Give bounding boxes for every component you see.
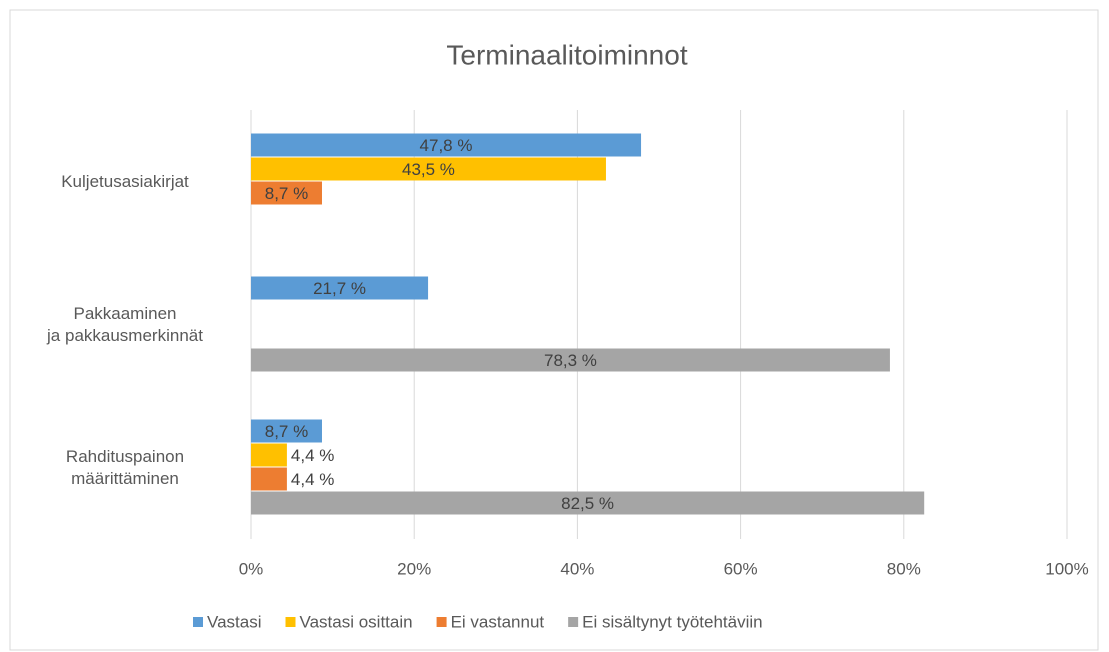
chart-title: Terminaalitoiminnot <box>446 39 687 70</box>
data-label: 21,7 % <box>313 279 366 298</box>
y-tick-label: Kuljetusasiakirjat <box>61 171 189 191</box>
data-label: 43,5 % <box>402 160 455 179</box>
bar <box>251 467 287 491</box>
y-tick-label: Pakkaaminen ja pakkausmerkinnät <box>47 303 203 345</box>
chart-border <box>9 9 1099 651</box>
x-tick-label: 100% <box>1045 559 1088 578</box>
bar <box>251 419 322 443</box>
y-tick-label: Rahdituspainon määrittäminen <box>65 446 185 488</box>
x-tick-label: 0% <box>239 559 264 578</box>
legend-label: Vastasi <box>207 612 262 631</box>
data-label: 4,4 % <box>291 446 334 465</box>
data-label: 82,5 % <box>561 494 614 513</box>
x-tick-label: 40% <box>560 559 594 578</box>
legend-label: Ei sisältynyt työtehtäviin <box>582 612 762 631</box>
data-label: 47,8 % <box>420 136 473 155</box>
legend-swatch <box>436 617 447 627</box>
bar <box>251 181 322 205</box>
legend-label: Ei vastannut <box>451 612 545 631</box>
bar <box>251 443 287 467</box>
bar <box>251 157 606 181</box>
data-label: 4,4 % <box>291 470 334 489</box>
legend-label: Vastasi osittain <box>300 612 413 631</box>
bar <box>251 348 890 372</box>
data-label: 78,3 % <box>544 351 597 370</box>
bar <box>251 133 642 157</box>
legend-swatch <box>193 617 203 627</box>
legend-swatch <box>285 617 296 627</box>
data-label: 8,7 % <box>265 184 308 203</box>
x-tick-label: 20% <box>397 559 431 578</box>
data-label: 8,7 % <box>265 422 308 441</box>
bar <box>251 491 925 515</box>
x-tick-label: 60% <box>724 559 758 578</box>
x-tick-label: 80% <box>887 559 921 578</box>
legend-swatch <box>568 617 579 627</box>
bar <box>251 276 429 300</box>
